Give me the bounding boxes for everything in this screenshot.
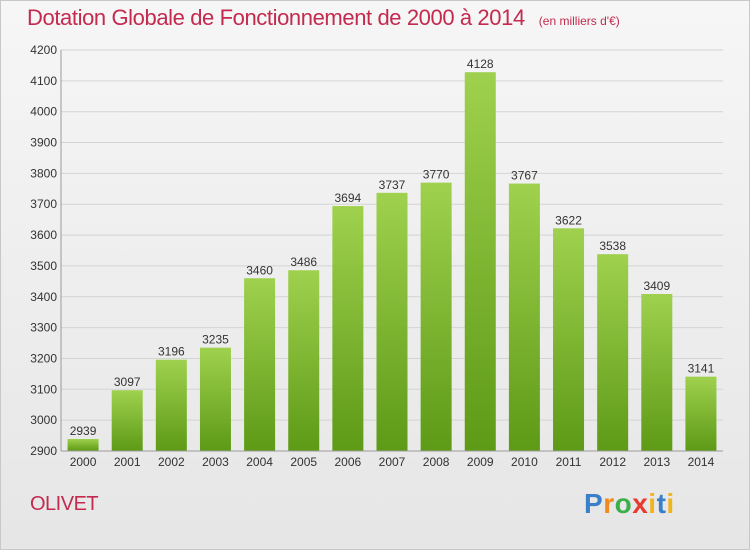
x-tick-label: 2008 <box>423 455 450 469</box>
data-label: 3737 <box>379 178 406 192</box>
x-tick-label: 2001 <box>114 455 141 469</box>
unit-note: (en milliers d'€) <box>538 14 620 28</box>
bar <box>155 359 187 451</box>
bar <box>244 278 276 451</box>
data-label: 3460 <box>246 263 273 277</box>
bar <box>67 438 99 451</box>
data-label: 3097 <box>114 375 141 389</box>
x-tick-label: 2007 <box>379 455 406 469</box>
data-label: 3235 <box>202 333 229 347</box>
x-tick-label: 2009 <box>467 455 494 469</box>
x-tick-label: 2012 <box>599 455 626 469</box>
x-tick-label: 2013 <box>643 455 670 469</box>
y-tick-label: 3300 <box>30 321 57 335</box>
y-tick-label: 3700 <box>30 197 57 211</box>
y-tick-label: 4200 <box>30 43 57 57</box>
y-tick-label: 3200 <box>30 351 57 365</box>
y-tick-label: 4100 <box>30 74 57 88</box>
y-tick-label: 2900 <box>30 444 57 458</box>
y-tick-label: 3800 <box>30 166 57 180</box>
bar <box>641 293 673 451</box>
x-tick-label: 2014 <box>688 455 715 469</box>
bar <box>553 228 585 451</box>
bar <box>111 390 143 451</box>
x-tick-label: 2006 <box>335 455 362 469</box>
x-axis: 2000 2001 2002 2003 2004 2005 2006 2007 2008 2009… <box>61 450 723 469</box>
x-tick-label: 2011 <box>556 455 582 469</box>
y-tick-label: 3000 <box>30 413 57 427</box>
data-label: 3141 <box>688 362 715 376</box>
x-tick-label: 2000 <box>70 455 97 469</box>
data-label: 2939 <box>70 424 97 438</box>
x-tick-label: 2002 <box>158 455 185 469</box>
bar <box>464 72 496 451</box>
x-tick-label: 2005 <box>290 455 317 469</box>
bar <box>376 192 408 451</box>
data-label: 3767 <box>511 169 538 183</box>
proxiti-logo[interactable]: Proxiti <box>584 488 675 519</box>
commune-name: OLIVET <box>30 493 99 515</box>
y-axis: 2900 3000 3100 3200 3300 3400 3500 3600 3700 3800… <box>30 43 62 458</box>
bar <box>332 206 364 451</box>
bar <box>685 376 717 451</box>
data-label: 3486 <box>290 255 317 269</box>
bar <box>508 183 540 451</box>
x-tick-label: 2010 <box>511 455 538 469</box>
bars: 2939 3097 3196 3235 3460 3486 3694 3737 3770 4128… <box>67 57 717 451</box>
y-tick-label: 3600 <box>30 228 57 242</box>
y-tick-label: 3100 <box>30 382 57 396</box>
y-tick-label: 3900 <box>30 136 57 150</box>
data-label: 3196 <box>158 345 185 359</box>
bar <box>420 182 452 451</box>
data-label: 3409 <box>643 279 670 293</box>
bar <box>597 254 629 451</box>
y-tick-label: 3400 <box>30 290 57 304</box>
y-tick-label: 4000 <box>30 105 57 119</box>
data-label: 3694 <box>335 191 362 205</box>
bar <box>288 270 320 451</box>
data-label: 3770 <box>423 168 450 182</box>
bar <box>199 347 231 451</box>
chart-title: Dotation Globale de Fonctionnement de 20… <box>27 5 620 31</box>
data-label: 3622 <box>555 213 582 227</box>
y-tick-label: 3500 <box>30 259 57 273</box>
title-text: Dotation Globale de Fonctionnement de 20… <box>27 5 525 30</box>
x-tick-label: 2003 <box>202 455 229 469</box>
data-label: 3538 <box>599 239 626 253</box>
x-tick-label: 2004 <box>246 455 273 469</box>
data-label: 4128 <box>467 57 494 71</box>
